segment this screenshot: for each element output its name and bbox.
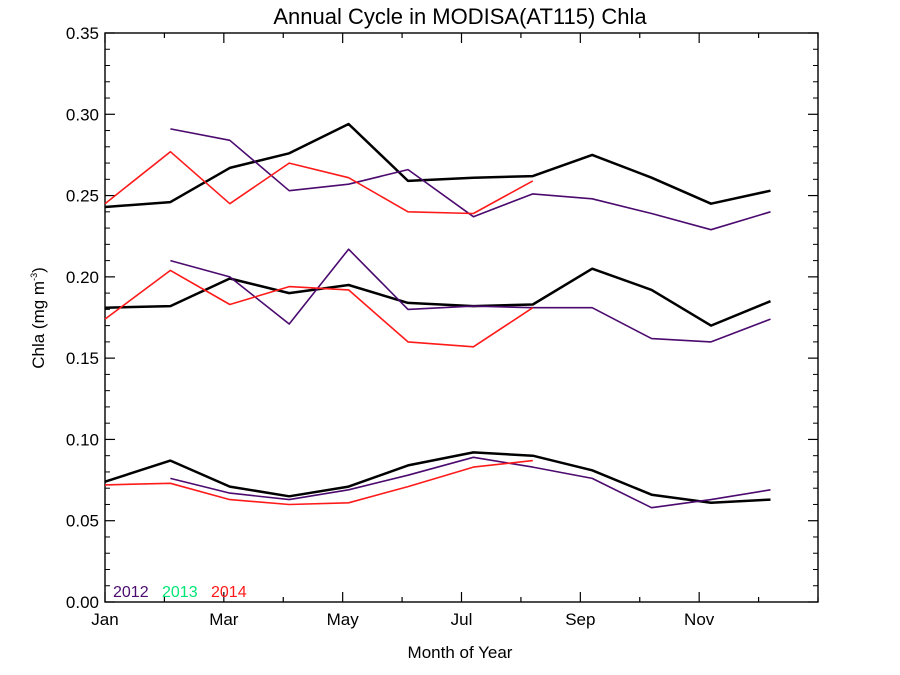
legend-entry-2014: 2014 xyxy=(211,584,247,601)
plot-area xyxy=(104,32,819,603)
y-tick-label: 0.15 xyxy=(66,349,99,368)
x-tick-label: Jul xyxy=(451,610,473,629)
plot-frame xyxy=(104,32,819,603)
x-tick-label: Sep xyxy=(565,610,595,629)
legend-entry-2012: 2012 xyxy=(113,584,149,601)
y-tick-label: 0.35 xyxy=(66,24,99,43)
legend: 2012 2013 2014 xyxy=(113,584,247,601)
x-tick-label: Nov xyxy=(684,610,715,629)
series-line-upper-2014 xyxy=(104,150,534,215)
y-tick-label: 0.30 xyxy=(66,105,99,124)
axis-ticks xyxy=(104,32,819,603)
x-tick-label: Jan xyxy=(91,610,118,629)
y-tick-label: 0.05 xyxy=(66,512,99,531)
y-axis-label-close: ) xyxy=(29,267,48,273)
series-line-middle-2014 xyxy=(104,269,534,348)
y-axis-label-superscript: -3 xyxy=(29,273,39,281)
series-line-lower-2012 xyxy=(170,456,771,509)
series-line-middle-climatology xyxy=(104,267,771,327)
x-tick-label: May xyxy=(327,610,360,629)
y-axis-label-main: Chla (mg m xyxy=(29,281,48,369)
x-tick-label: Mar xyxy=(209,610,239,629)
x-axis-label: Month of Year xyxy=(408,643,513,662)
series-line-upper-2012 xyxy=(170,128,771,231)
y-tick-label: 0.10 xyxy=(66,430,99,449)
series-layer xyxy=(104,122,771,509)
series-line-middle-2012 xyxy=(170,248,771,343)
series-line-lower-climatology xyxy=(104,451,771,505)
legend-entry-2013: 2013 xyxy=(162,584,198,601)
y-tick-label: 0.20 xyxy=(66,268,99,287)
y-tick-labels: 0.00 0.05 0.10 0.15 0.20 0.25 0.30 0.35 xyxy=(66,24,99,612)
chart-title: Annual Cycle in MODISA(AT115) Chla xyxy=(273,4,647,29)
y-tick-label: 0.25 xyxy=(66,187,99,206)
series-line-upper-climatology xyxy=(104,122,771,209)
x-tick-labels: Jan Mar May Jul Sep Nov xyxy=(91,610,714,629)
y-tick-label: 0.00 xyxy=(66,593,99,612)
series-line-lower-2014 xyxy=(104,459,533,506)
y-axis-label: Chla (mg m-3) xyxy=(29,267,48,369)
